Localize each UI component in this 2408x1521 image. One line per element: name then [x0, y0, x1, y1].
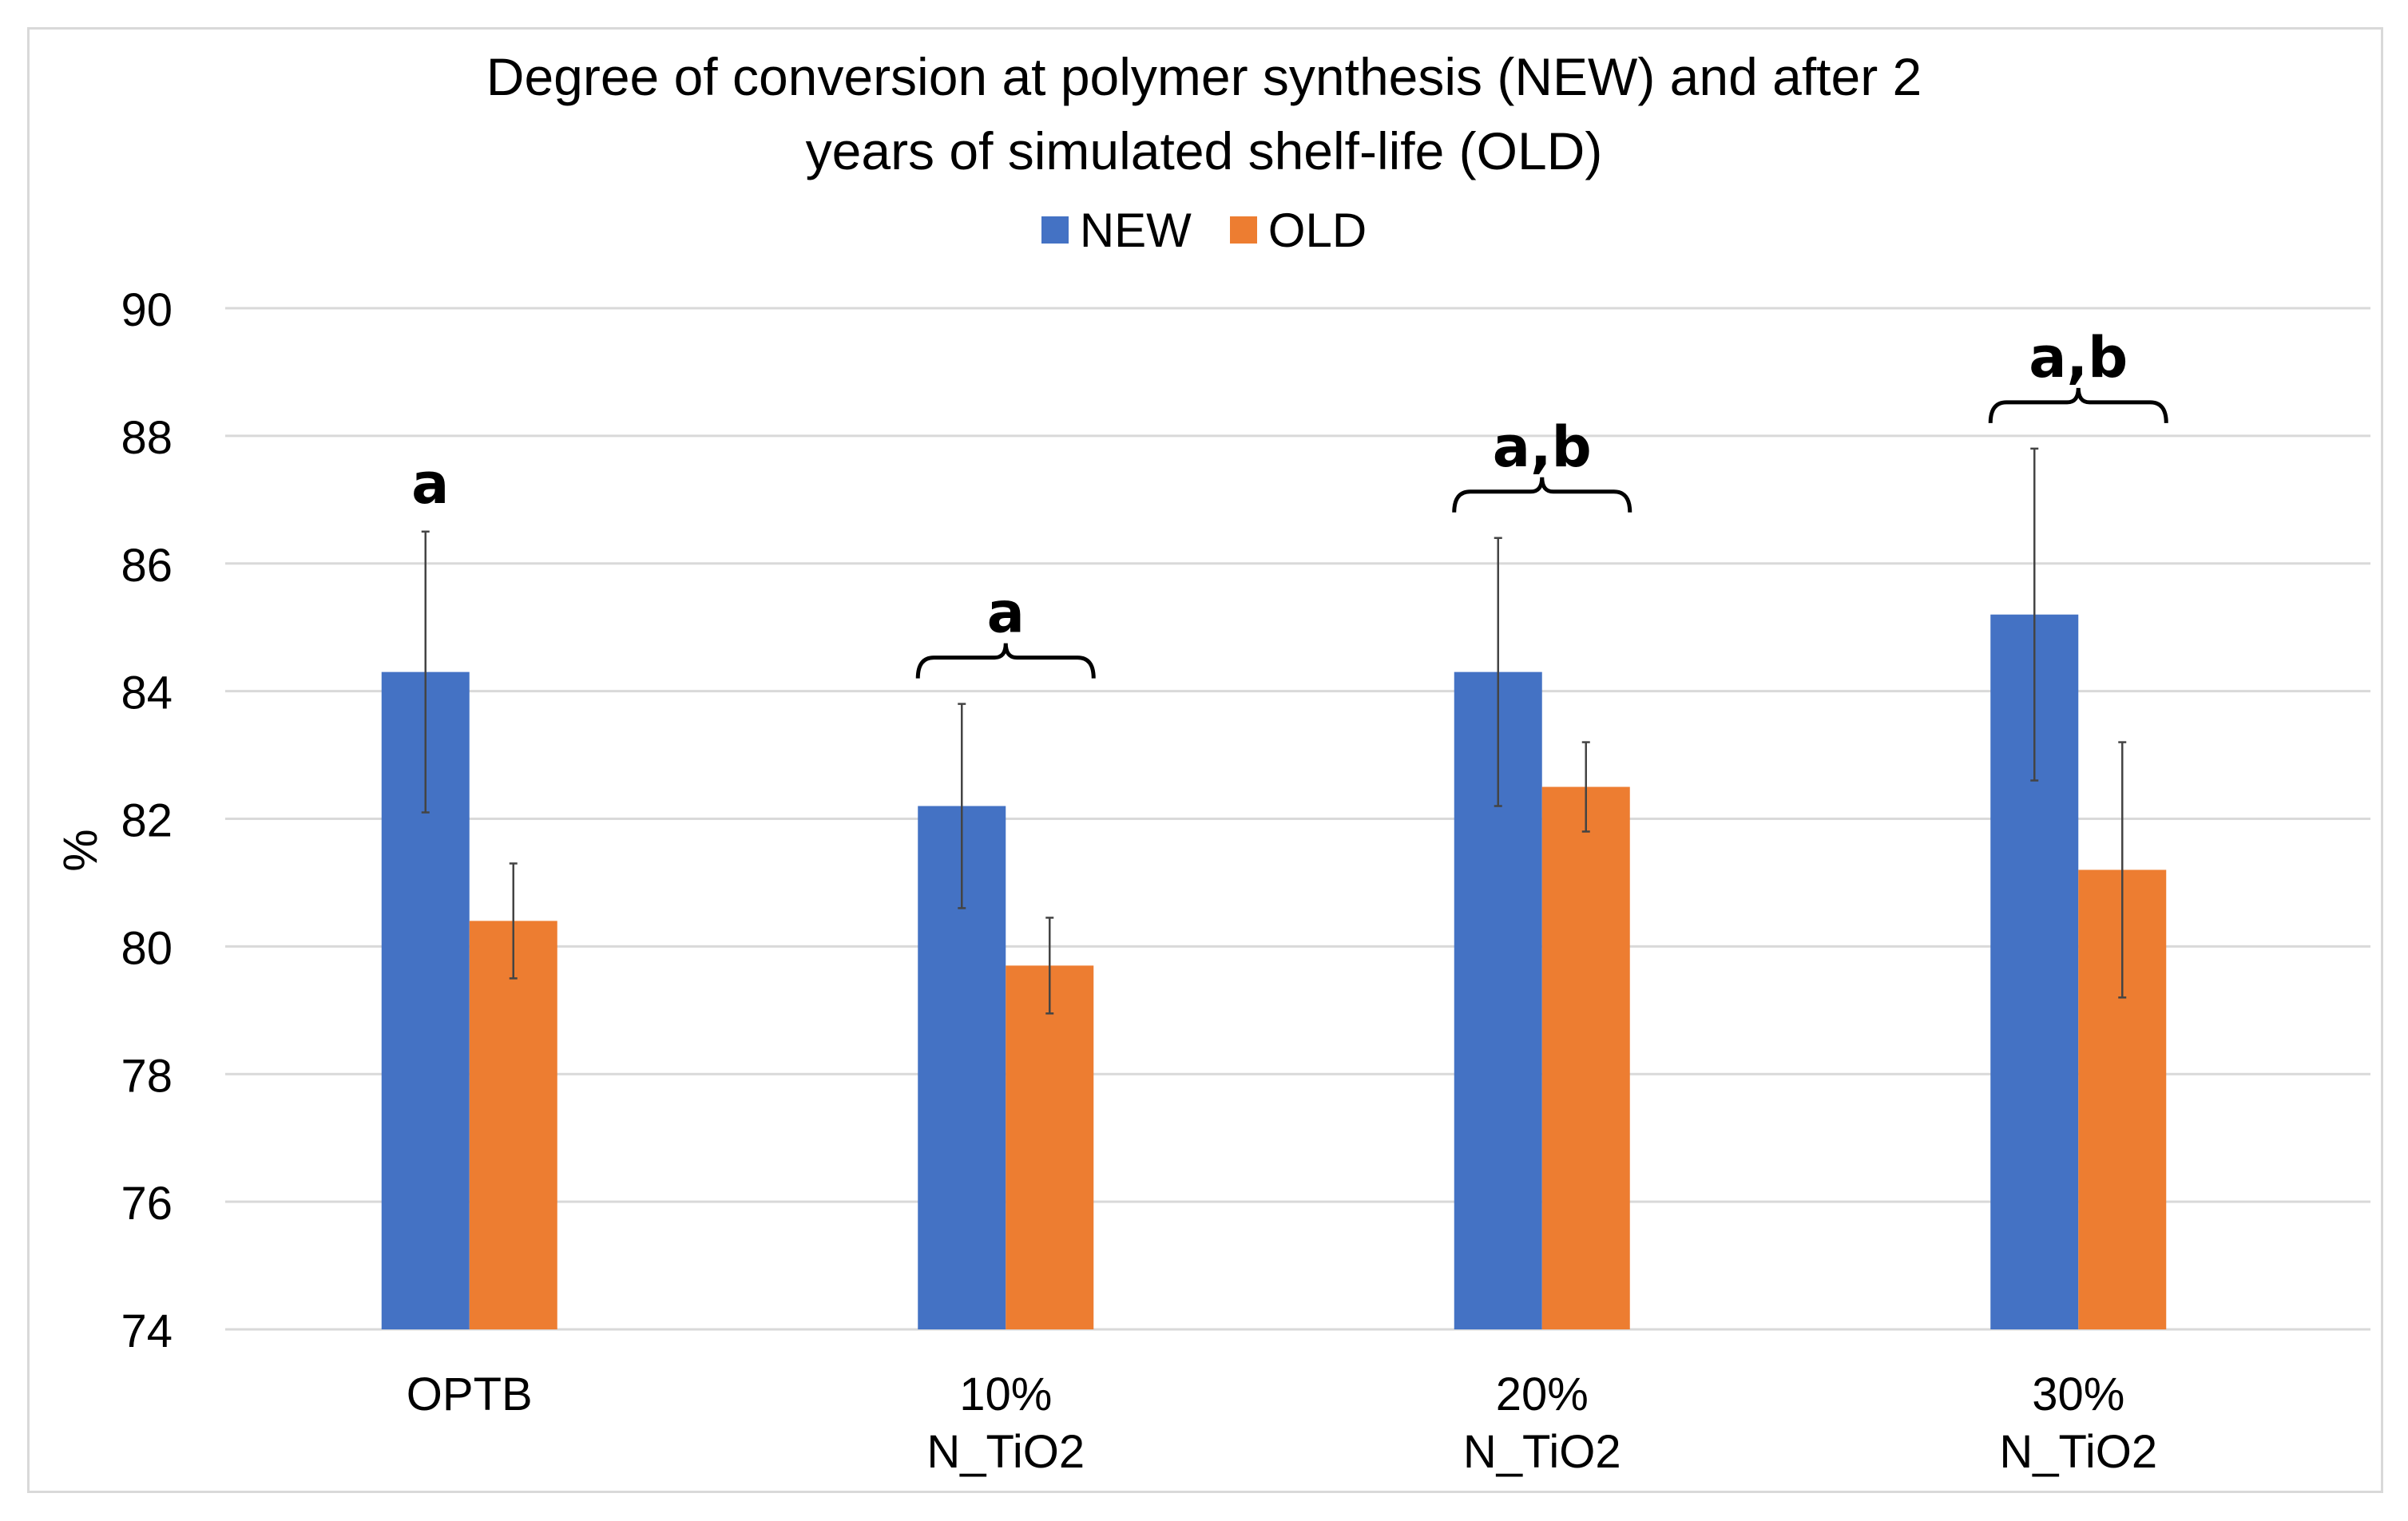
- legend-swatch-new: [1041, 216, 1069, 244]
- legend-entry-new: NEW: [1041, 203, 1192, 258]
- chart-title-line-1: Degree of conversion at polymer synthesi…: [486, 47, 1922, 106]
- x-tick-label: 30% N_TiO2: [1999, 1369, 2157, 1478]
- legend-label-old: OLD: [1267, 203, 1367, 257]
- y-tick-label: 86: [121, 540, 173, 592]
- y-tick-label: 82: [121, 795, 173, 847]
- legend-label-new: NEW: [1079, 203, 1192, 257]
- bar-old-1: [1006, 965, 1094, 1329]
- bar-old-2: [1541, 786, 1630, 1329]
- significance-label: a: [987, 580, 1025, 646]
- bar-old-0: [469, 921, 557, 1329]
- x-tick-label-line: N_TiO2: [1463, 1426, 1621, 1478]
- x-tick-labels: OPTB 10% N_TiO2 20% N_TiO2 30% N_TiO2: [407, 1369, 2157, 1478]
- y-tick-label: 84: [121, 667, 173, 719]
- y-tick-labels: 74 76 78 80 82 84 86 88 90: [121, 284, 173, 1357]
- y-tick-label: 78: [121, 1050, 173, 1102]
- y-tick-label: 76: [121, 1178, 173, 1230]
- legend: NEW OLD: [0, 198, 2408, 262]
- x-tick-label: 20% N_TiO2: [1463, 1369, 1621, 1478]
- legend-entry-old: OLD: [1229, 203, 1367, 258]
- significance-label: a: [411, 451, 449, 517]
- x-tick-label-line: 30%: [2032, 1369, 2124, 1420]
- y-tick-label: 88: [121, 412, 173, 464]
- x-tick-label-line: 20%: [1496, 1369, 1589, 1420]
- x-tick-label-line: N_TiO2: [1999, 1426, 2157, 1478]
- y-tick-label: 74: [121, 1305, 173, 1357]
- significance-annotations: a a a,b a,b: [411, 325, 2168, 679]
- bars: [381, 614, 2167, 1329]
- error-bars: [421, 447, 2127, 1015]
- x-tick-label: 10% N_TiO2: [926, 1369, 1085, 1478]
- x-tick-label: OPTB: [407, 1369, 533, 1420]
- y-tick-label: 80: [121, 922, 173, 974]
- chart-title: Degree of conversion at polymer synthesi…: [240, 40, 2168, 188]
- significance-bracket: [1452, 477, 1632, 513]
- y-tick-label: 90: [121, 284, 173, 336]
- significance-label: a,b: [1493, 414, 1592, 480]
- x-tick-label-line: N_TiO2: [926, 1426, 1085, 1478]
- significance-bracket: [915, 643, 1096, 679]
- chart-title-line-2: years of simulated shelf-life (OLD): [805, 121, 1603, 180]
- significance-bracket: [1988, 387, 2168, 423]
- x-tick-label-line: OPTB: [407, 1369, 533, 1420]
- x-tick-label-line: 10%: [959, 1369, 1052, 1420]
- legend-swatch-old: [1229, 216, 1257, 244]
- significance-label: a,b: [2029, 325, 2128, 390]
